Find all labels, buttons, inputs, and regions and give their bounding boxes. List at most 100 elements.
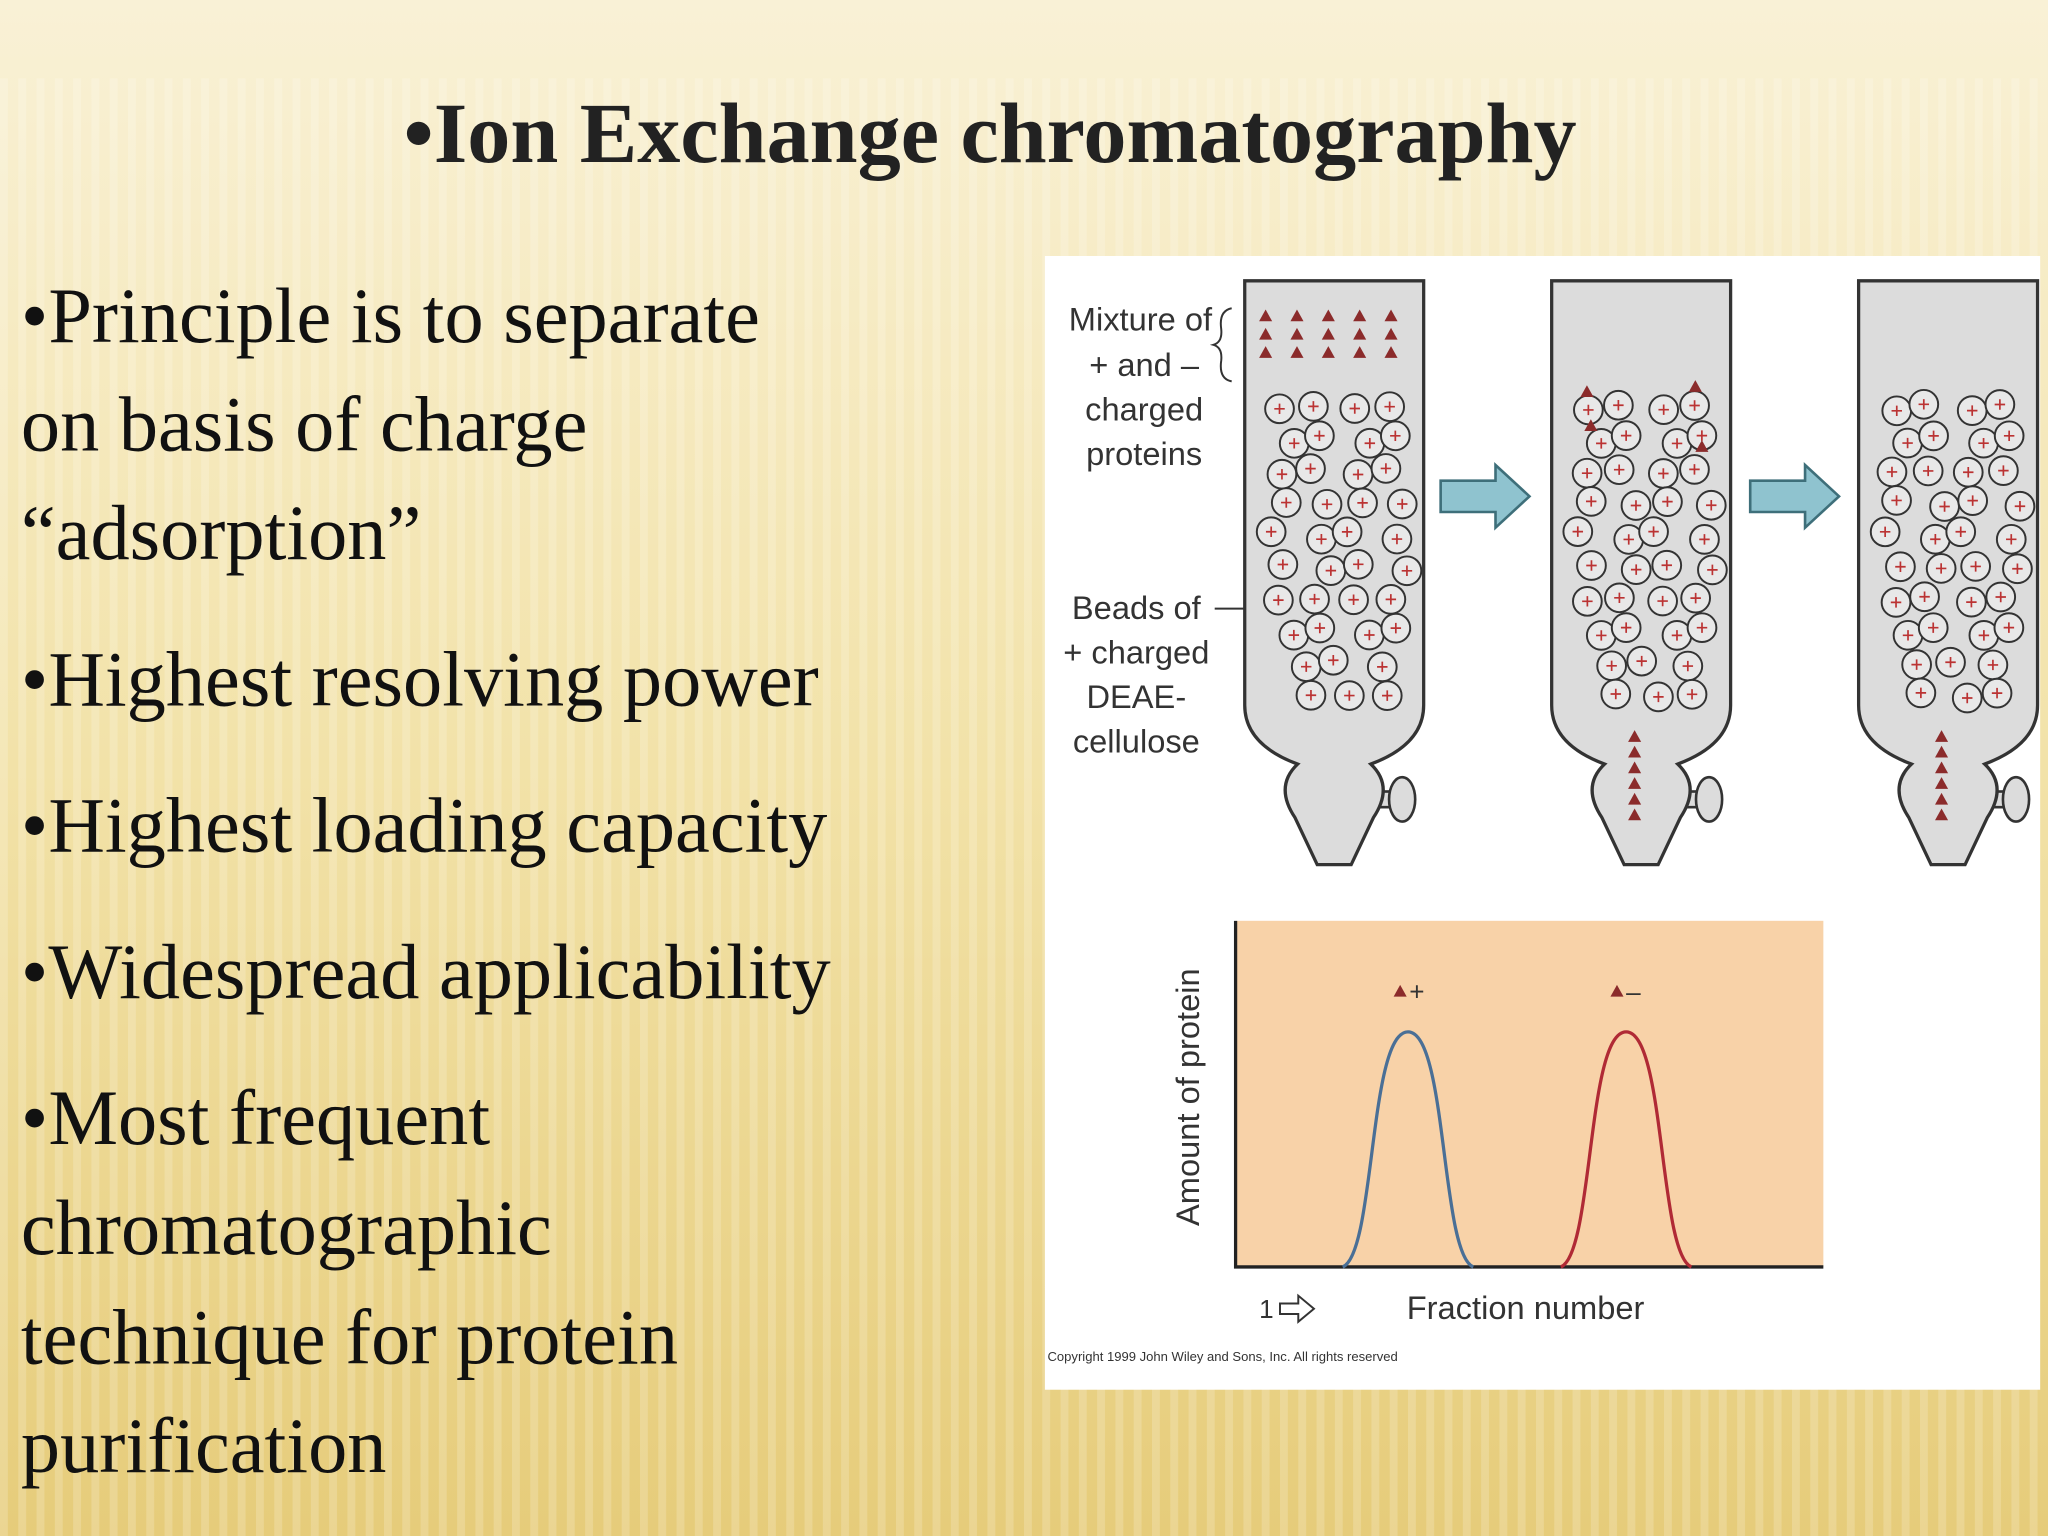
bead-charge — [1364, 629, 1375, 641]
y-axis-label: Amount of protein — [1169, 968, 1206, 1226]
bead-charge — [1653, 691, 1664, 703]
bead-charge — [1305, 690, 1317, 701]
bead-charge — [1686, 689, 1698, 700]
bead-charge — [1967, 495, 1978, 506]
bead-charge — [1316, 533, 1327, 545]
mixture-label: charged — [1085, 391, 1203, 428]
bead-charge — [1696, 430, 1708, 441]
protein-marker — [1628, 745, 1642, 758]
bead-charge — [1995, 591, 2006, 603]
protein-marker — [1321, 346, 1335, 358]
stopcock-knob — [1694, 775, 1724, 823]
flow-arrow — [1439, 461, 1532, 531]
bead-charge — [1377, 661, 1388, 673]
bead-charge — [1305, 463, 1316, 474]
bead-charge — [1945, 657, 1956, 668]
bullet-line: •Highest loading capacity — [21, 782, 827, 869]
bead-charge — [1273, 594, 1284, 606]
copyright: Copyright 1999 John Wiley and Sons, Inc.… — [1048, 1349, 1398, 1364]
elution-peak — [1559, 1030, 1693, 1269]
bead-charge — [1886, 466, 1898, 478]
bead-charge — [1321, 499, 1333, 510]
axes — [1233, 920, 1824, 1269]
peak-label: + — [1409, 976, 1424, 1006]
protein-marker — [1695, 440, 1709, 452]
bead-charge — [1978, 437, 1989, 449]
bead-charge — [1689, 400, 1700, 411]
protein-marker — [1384, 327, 1398, 340]
bead-charge — [1606, 660, 1617, 672]
bullet-line: chromatographic — [21, 1184, 552, 1271]
bead-charge — [1930, 534, 1941, 545]
bead-charge — [1391, 533, 1403, 545]
bead-charge — [1610, 688, 1622, 700]
bead-charge — [1613, 464, 1625, 475]
protein-marker — [1935, 730, 1949, 742]
bead-charge — [1927, 622, 1939, 633]
bullet-line: •Highest resolving power — [21, 635, 819, 722]
bead-charge — [1630, 500, 1642, 511]
bead-charge — [1707, 564, 1718, 576]
bead-charge — [1596, 630, 1607, 641]
bead-charge — [1935, 563, 1947, 574]
bead-charge — [1301, 661, 1312, 672]
bead-charge — [1276, 469, 1288, 480]
bead-charge — [1706, 499, 1717, 511]
bead-charge — [1630, 564, 1642, 575]
bead-charge — [1671, 438, 1683, 449]
bead-charge — [1288, 629, 1300, 641]
bead-charge — [1994, 399, 2006, 410]
bead-charge — [1955, 526, 1966, 537]
bead-charge — [1689, 464, 1700, 475]
bead-charge — [1662, 496, 1673, 507]
bead-charge — [1682, 660, 1694, 672]
bead-charge — [1314, 430, 1325, 441]
bead-charge — [1390, 430, 1401, 442]
bullet-list: •Principle is to separate on basis of cha… — [21, 272, 831, 1489]
bead-charge — [1385, 594, 1397, 605]
bead-charge — [1902, 437, 1913, 449]
x-axis-label: Fraction number — [1407, 1289, 1645, 1326]
bead-charge — [1962, 692, 1973, 704]
bullet-line: •Principle is to separate — [21, 272, 760, 359]
bead-charge — [1699, 534, 1710, 545]
bead-charge — [1583, 404, 1594, 416]
protein-marker — [1321, 327, 1335, 340]
bead-charge — [1998, 465, 2009, 476]
protein-marker — [1628, 730, 1642, 742]
bead-charge — [1613, 399, 1624, 411]
bead-charge — [1891, 405, 1902, 417]
stopcock-knob — [1387, 775, 1417, 823]
bead-charge — [1277, 559, 1289, 570]
slide-title: •Ion Exchange chromatography — [404, 85, 1577, 181]
protein-marker — [1259, 346, 1273, 358]
bead-charge — [1586, 560, 1597, 571]
bead-charge — [1879, 526, 1891, 538]
bead-charge — [1344, 690, 1355, 701]
bead-charge — [2006, 534, 2017, 545]
protein-marker — [1935, 808, 1949, 821]
x-start-label: 1 — [1259, 1294, 1274, 1324]
protein-marker — [1935, 792, 1949, 805]
protein-marker — [1259, 327, 1273, 340]
protein-marker — [1628, 808, 1642, 821]
bead-charge — [1328, 654, 1339, 666]
bead-charge — [1390, 622, 1402, 634]
bead-charge — [1895, 561, 1906, 572]
bead-charge — [2014, 501, 2026, 512]
bead-charge — [2003, 430, 2015, 442]
brace — [1209, 307, 1232, 383]
bead-charge — [1357, 497, 1368, 509]
bead-charge — [1572, 526, 1584, 537]
peak-label: – — [1626, 976, 1641, 1006]
bead-charge — [1308, 401, 1319, 412]
bead-charge — [1620, 430, 1632, 441]
protein-marker — [1259, 309, 1273, 322]
bead-charge — [1341, 526, 1353, 538]
protein-marker — [1393, 984, 1407, 997]
bead-charge — [1352, 469, 1364, 480]
bead-charge — [1314, 622, 1326, 634]
bead-charge — [1596, 438, 1607, 449]
